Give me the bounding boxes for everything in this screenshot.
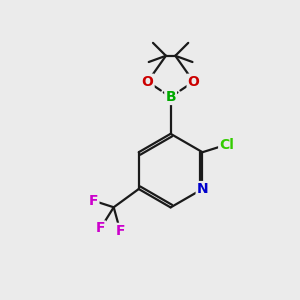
Text: F: F bbox=[96, 221, 105, 236]
Text: F: F bbox=[89, 194, 98, 208]
Text: Cl: Cl bbox=[219, 138, 234, 152]
Text: B: B bbox=[165, 90, 176, 104]
Text: N: N bbox=[197, 182, 208, 196]
Text: F: F bbox=[116, 224, 125, 238]
Text: O: O bbox=[142, 75, 154, 89]
Text: O: O bbox=[188, 75, 200, 89]
